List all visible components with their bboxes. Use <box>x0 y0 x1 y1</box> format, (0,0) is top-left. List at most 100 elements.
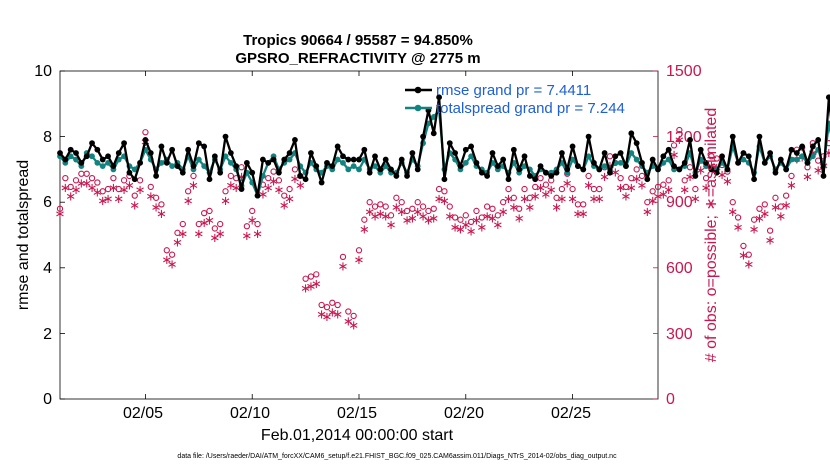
obs-assimilated-marker: ∗ <box>300 281 311 296</box>
series-point <box>665 156 672 163</box>
rmse-series <box>57 94 830 199</box>
obs-assimilated-marker: ∗ <box>402 214 413 229</box>
series-point <box>227 150 234 156</box>
obs-possible-marker <box>88 174 96 182</box>
obs-possible-marker <box>56 205 64 212</box>
obs-assimilated-marker: ∗ <box>327 306 338 321</box>
obs-assimilated-marker: ∗ <box>60 181 71 196</box>
obs-assimilated-marker: ∗ <box>279 198 290 213</box>
obs-assimilated-marker: ∗ <box>354 253 365 268</box>
series-point <box>617 150 624 156</box>
series-point <box>340 153 346 160</box>
obs-assimilated-marker: ∗ <box>637 179 648 194</box>
obs-assimilated-marker: ∗ <box>749 222 760 237</box>
series-point <box>633 156 640 163</box>
series-point <box>126 169 133 176</box>
y-right-axis-label: # of obs: o=possible; ∗=assimilated <box>703 108 720 362</box>
obs-assimilated-marker: ∗ <box>492 218 503 233</box>
series-point <box>591 159 597 166</box>
series-point <box>681 159 688 166</box>
obs-assimilated-marker: ∗ <box>471 214 482 229</box>
obs-possible-marker <box>692 185 699 193</box>
obs-possible-marker <box>686 164 694 171</box>
obs-assimilated-marker: ∗ <box>508 201 519 216</box>
series-point <box>553 169 560 176</box>
series-point <box>372 163 378 170</box>
series-point <box>169 163 176 170</box>
series-point <box>457 163 464 170</box>
obs-assimilated-marker: ∗ <box>172 236 183 251</box>
obs-assimilated-marker: ∗ <box>647 194 658 209</box>
series-point <box>489 150 496 156</box>
series-point <box>281 156 288 163</box>
obs-assimilated-marker: ∗ <box>658 187 669 202</box>
obs-possible-marker <box>72 177 80 184</box>
series-point <box>388 166 394 173</box>
series-point <box>777 156 784 163</box>
obs-possible-marker <box>104 185 112 193</box>
obs-assimilated-marker: ∗ <box>540 187 551 202</box>
obs-possible-marker <box>334 301 341 309</box>
obs-possible-marker <box>286 185 293 193</box>
obs-possible-marker <box>734 214 742 221</box>
series-point <box>201 163 208 170</box>
series-point <box>115 150 122 156</box>
obs-possible-marker <box>217 220 224 228</box>
obs-possible-marker <box>537 174 544 182</box>
obs-possible-marker <box>702 174 710 182</box>
series-point <box>233 163 240 170</box>
chart-subtitle: GPSRO_REFRACTIVITY @ 2775 m <box>235 50 480 67</box>
obs-possible-marker <box>168 251 176 258</box>
series-point <box>745 153 752 160</box>
obs-assimilated-marker: ∗ <box>284 192 295 207</box>
obs-possible-marker <box>163 247 170 254</box>
obs-assimilated-marker: ∗ <box>380 209 391 224</box>
series-point <box>265 159 272 166</box>
series-point <box>484 173 491 179</box>
series-point <box>377 166 384 173</box>
series-point <box>740 156 747 163</box>
obs-possible-marker <box>473 207 480 215</box>
series-point <box>94 146 101 153</box>
obs-possible-marker <box>120 177 128 184</box>
series-point <box>671 163 677 170</box>
series-point <box>558 150 565 156</box>
y-right-tick-label: 300 <box>666 326 693 343</box>
series-point <box>83 153 90 160</box>
obs-assimilated-marker: ∗ <box>231 181 242 196</box>
obs-assimilated-marker: ∗ <box>161 253 172 268</box>
obs-assimilated-marker: ∗ <box>519 192 530 207</box>
series-point <box>713 169 720 176</box>
obs-possible-marker <box>281 192 288 199</box>
obs-assimilated-marker: ∗ <box>343 314 354 329</box>
obs-possible-marker <box>777 203 784 210</box>
obs-possible-marker <box>467 218 475 226</box>
obs-possible-marker <box>115 185 122 193</box>
obs-possible-marker <box>569 185 576 193</box>
obs-assimilated-marker: ∗ <box>434 192 445 207</box>
series-point <box>345 156 352 163</box>
obs-possible-marker <box>483 203 491 210</box>
series-point <box>815 136 822 143</box>
series-point <box>190 163 197 170</box>
obs-assimilated-marker: ∗ <box>145 190 156 205</box>
obs-assimilated-marker: ∗ <box>476 220 487 235</box>
obs-assimilated-marker: ∗ <box>311 277 322 292</box>
x-tick-label: 02/15 <box>337 405 377 422</box>
obs-assimilated-marker: ∗ <box>423 214 434 229</box>
series-point <box>585 153 592 160</box>
series-point <box>420 133 426 140</box>
obs-assimilated-marker: ∗ <box>119 183 130 198</box>
series-point <box>222 153 229 160</box>
obs-assimilated-marker: ∗ <box>599 170 610 185</box>
obs-assimilated-marker: ∗ <box>322 310 333 325</box>
obs-assimilated-marker: ∗ <box>289 172 300 187</box>
y-left-tick-marks <box>60 70 65 400</box>
obs-possible-marker <box>654 183 662 191</box>
obs-possible-marker <box>355 247 363 254</box>
series-point <box>222 133 229 140</box>
series-point <box>62 156 69 163</box>
obs-assimilated-marker: ∗ <box>97 194 108 209</box>
obs-assimilated-marker: ∗ <box>76 177 87 192</box>
y-left-axis-label: rmse and totalspread <box>15 160 32 310</box>
